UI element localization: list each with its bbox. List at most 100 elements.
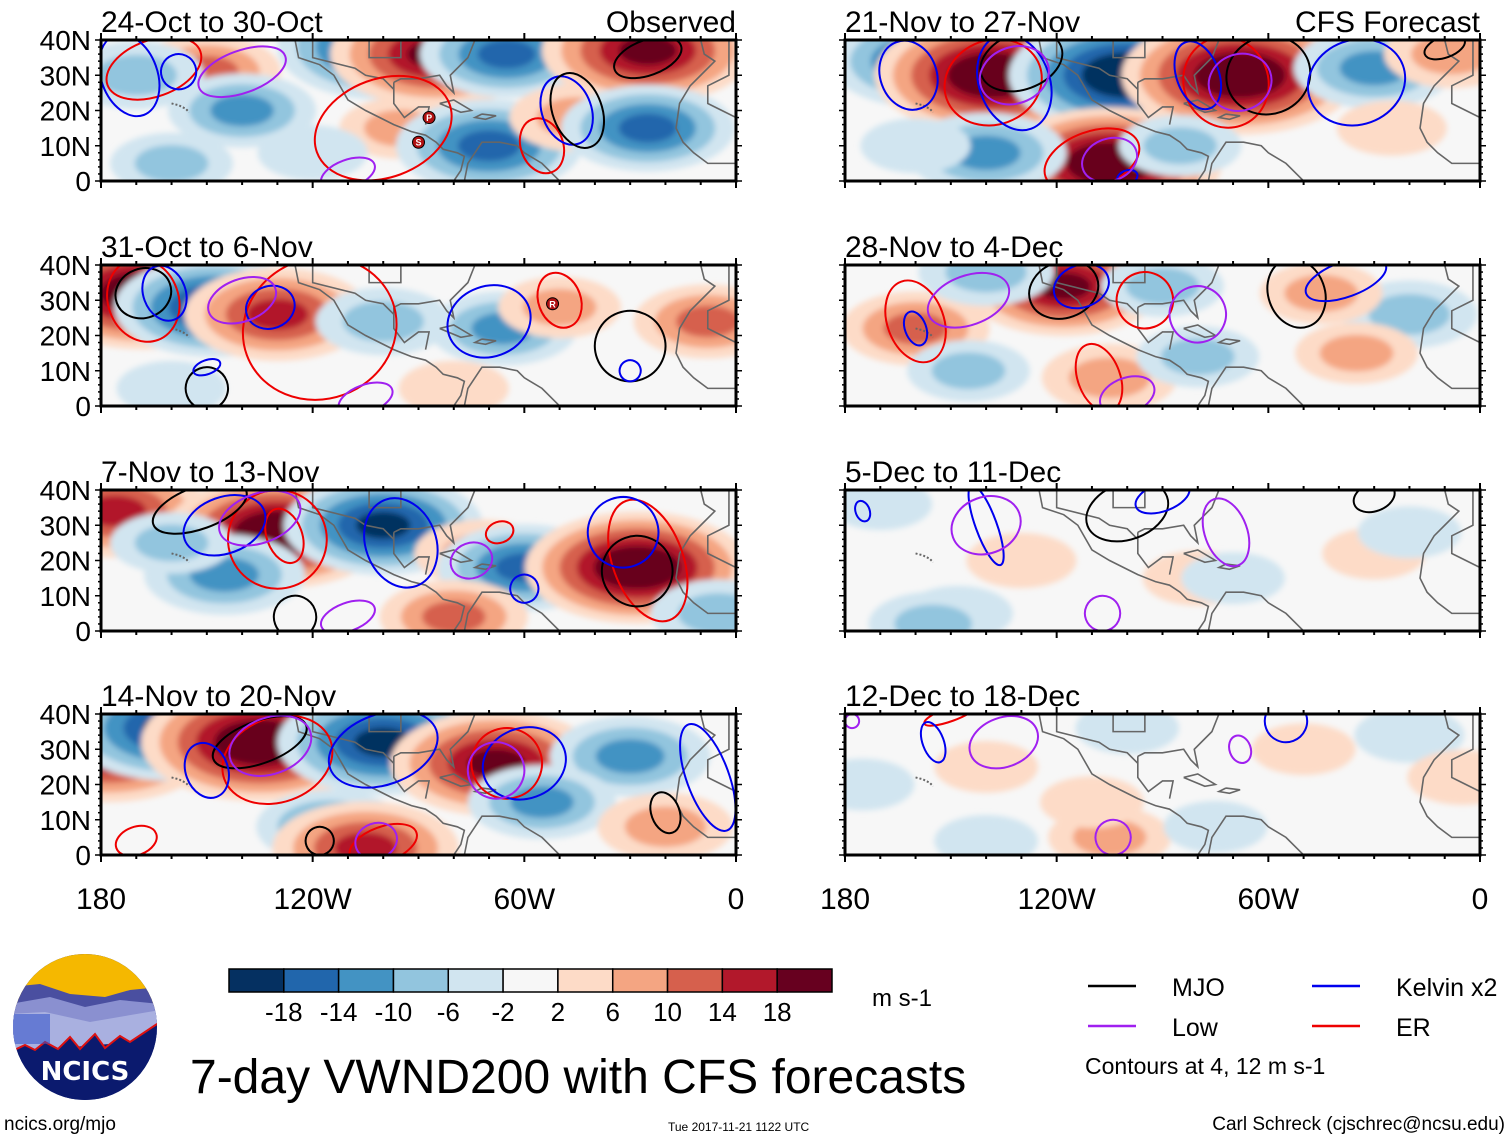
contour-low xyxy=(978,45,1050,106)
ncics-logo: NCICS xyxy=(13,954,157,1100)
legend: MJO Kelvin x2 Low ER xyxy=(1088,974,1497,1042)
anomaly-cell xyxy=(624,806,707,848)
observed-label: Observed xyxy=(606,6,736,39)
colorbar-tick-label: -10 xyxy=(375,997,413,1027)
anomaly-cell xyxy=(595,739,665,774)
coastline xyxy=(706,265,736,344)
contour-er xyxy=(884,279,947,364)
anomaly-cell xyxy=(1143,127,1217,165)
x-tick-label: 180 xyxy=(76,883,126,916)
anomaly-cell xyxy=(477,40,536,69)
coastline xyxy=(393,532,431,575)
author-credit: Carl Schreck (cjschrec@ncsu.edu) xyxy=(1212,1114,1505,1135)
hawaii-islands xyxy=(171,552,190,563)
coastline xyxy=(1137,307,1175,350)
anomaly-cell xyxy=(522,288,597,326)
forecast-label: CFS Forecast xyxy=(1295,6,1481,39)
coastline xyxy=(294,265,466,406)
y-tick-label: 30N xyxy=(40,285,91,316)
contour-kelvin-x2 xyxy=(1173,40,1223,111)
y-tick-label: 0 xyxy=(75,616,91,647)
coastline xyxy=(311,265,395,315)
anomaly-cell xyxy=(356,511,411,539)
map-panel-p2: R 40N 30N 20N 10N 0 31-Oct to 6-Nov xyxy=(40,231,742,422)
panel-period-title: 12-Dec to 18-Dec xyxy=(845,680,1080,713)
contour-kelvin-x2 xyxy=(618,359,642,383)
wave-contours xyxy=(884,265,1388,406)
coastline xyxy=(393,490,476,546)
coastline xyxy=(1207,366,1305,406)
contour-er xyxy=(484,520,515,545)
anomaly-cell xyxy=(676,305,736,338)
storm-label: P xyxy=(426,113,432,123)
coastlines xyxy=(171,265,736,406)
coastline xyxy=(330,265,402,284)
coastline xyxy=(472,113,497,121)
x-tick-label: 60W xyxy=(493,883,555,916)
colorbar-swatch xyxy=(557,968,614,993)
contour-low xyxy=(319,156,376,181)
y-tick-label: 40N xyxy=(40,25,91,56)
coastline xyxy=(1074,40,1146,59)
coastline xyxy=(311,714,395,764)
contour-kelvin-x2 xyxy=(679,722,736,832)
contour-mjo xyxy=(272,594,318,631)
coastline xyxy=(393,40,476,96)
contour-mjo xyxy=(549,72,605,149)
colorbar-swatch xyxy=(502,968,559,993)
anomaly-cell xyxy=(931,352,1006,390)
tropical-storm-marker: R xyxy=(546,297,560,311)
coastline xyxy=(1450,265,1480,344)
anomaly-cell xyxy=(398,360,509,406)
coastline xyxy=(1137,265,1220,321)
colorbar-tick-label: -18 xyxy=(265,997,303,1027)
coastline xyxy=(1450,40,1480,119)
contour-mjo xyxy=(1028,265,1100,320)
coastline xyxy=(294,714,466,855)
contour-er xyxy=(348,822,418,855)
colorbar-tick-label: 14 xyxy=(708,997,737,1027)
anomaly-cell xyxy=(966,533,1077,588)
y-tick-label: 0 xyxy=(75,391,91,422)
legend-label: MJO xyxy=(1172,974,1225,1002)
map-panel-p4: 40N 30N 20N 10N 0 14-Nov to 20-Nov 180 120W 60W 0 xyxy=(40,680,745,916)
contour-low xyxy=(218,490,302,547)
colorbar-swatch xyxy=(228,968,285,993)
logo-lake xyxy=(13,1014,50,1044)
y-tick-label: 40N xyxy=(40,475,91,506)
anomaly-cell xyxy=(232,728,288,756)
coastline xyxy=(1137,714,1220,770)
contour-kelvin-x2 xyxy=(878,40,939,111)
contour-low xyxy=(337,381,394,406)
coastline xyxy=(330,714,402,733)
colorbar-swatch xyxy=(666,968,724,993)
map-panel-p3: 40N 30N 20N 10N 0 7-Nov to 13-Nov xyxy=(40,456,742,647)
colorbar-swatch xyxy=(392,968,450,993)
y-tick-label: 0 xyxy=(75,166,91,197)
contour-low xyxy=(1228,734,1253,764)
coastlines xyxy=(915,40,1480,181)
anomaly-shading xyxy=(845,490,1462,631)
contour-mjo xyxy=(1352,490,1396,514)
contour-low xyxy=(228,714,313,777)
logo-ridge xyxy=(13,1020,157,1100)
contour-er xyxy=(536,271,583,329)
colorbar-swatch xyxy=(776,968,833,993)
contour-kelvin-x2 xyxy=(1115,168,1139,181)
coastline xyxy=(706,714,736,793)
anomaly-cell xyxy=(1181,552,1285,605)
y-tick-label: 20N xyxy=(40,96,91,127)
coastline xyxy=(1137,82,1175,125)
coastline xyxy=(1216,113,1241,121)
contour-er xyxy=(943,40,1043,127)
colorbar-tick-label: 6 xyxy=(605,997,619,1027)
contour-er xyxy=(313,74,453,181)
anomaly-shading xyxy=(845,40,1480,181)
coastline xyxy=(1419,490,1480,615)
website-link[interactable]: ncics.org/mjo xyxy=(4,1114,116,1135)
logo-text: NCICS xyxy=(41,1057,130,1087)
coastlines xyxy=(915,714,1480,855)
x-tick-label: 0 xyxy=(728,883,745,916)
contour-kelvin-x2 xyxy=(327,714,439,789)
anomaly-cell xyxy=(342,301,424,342)
